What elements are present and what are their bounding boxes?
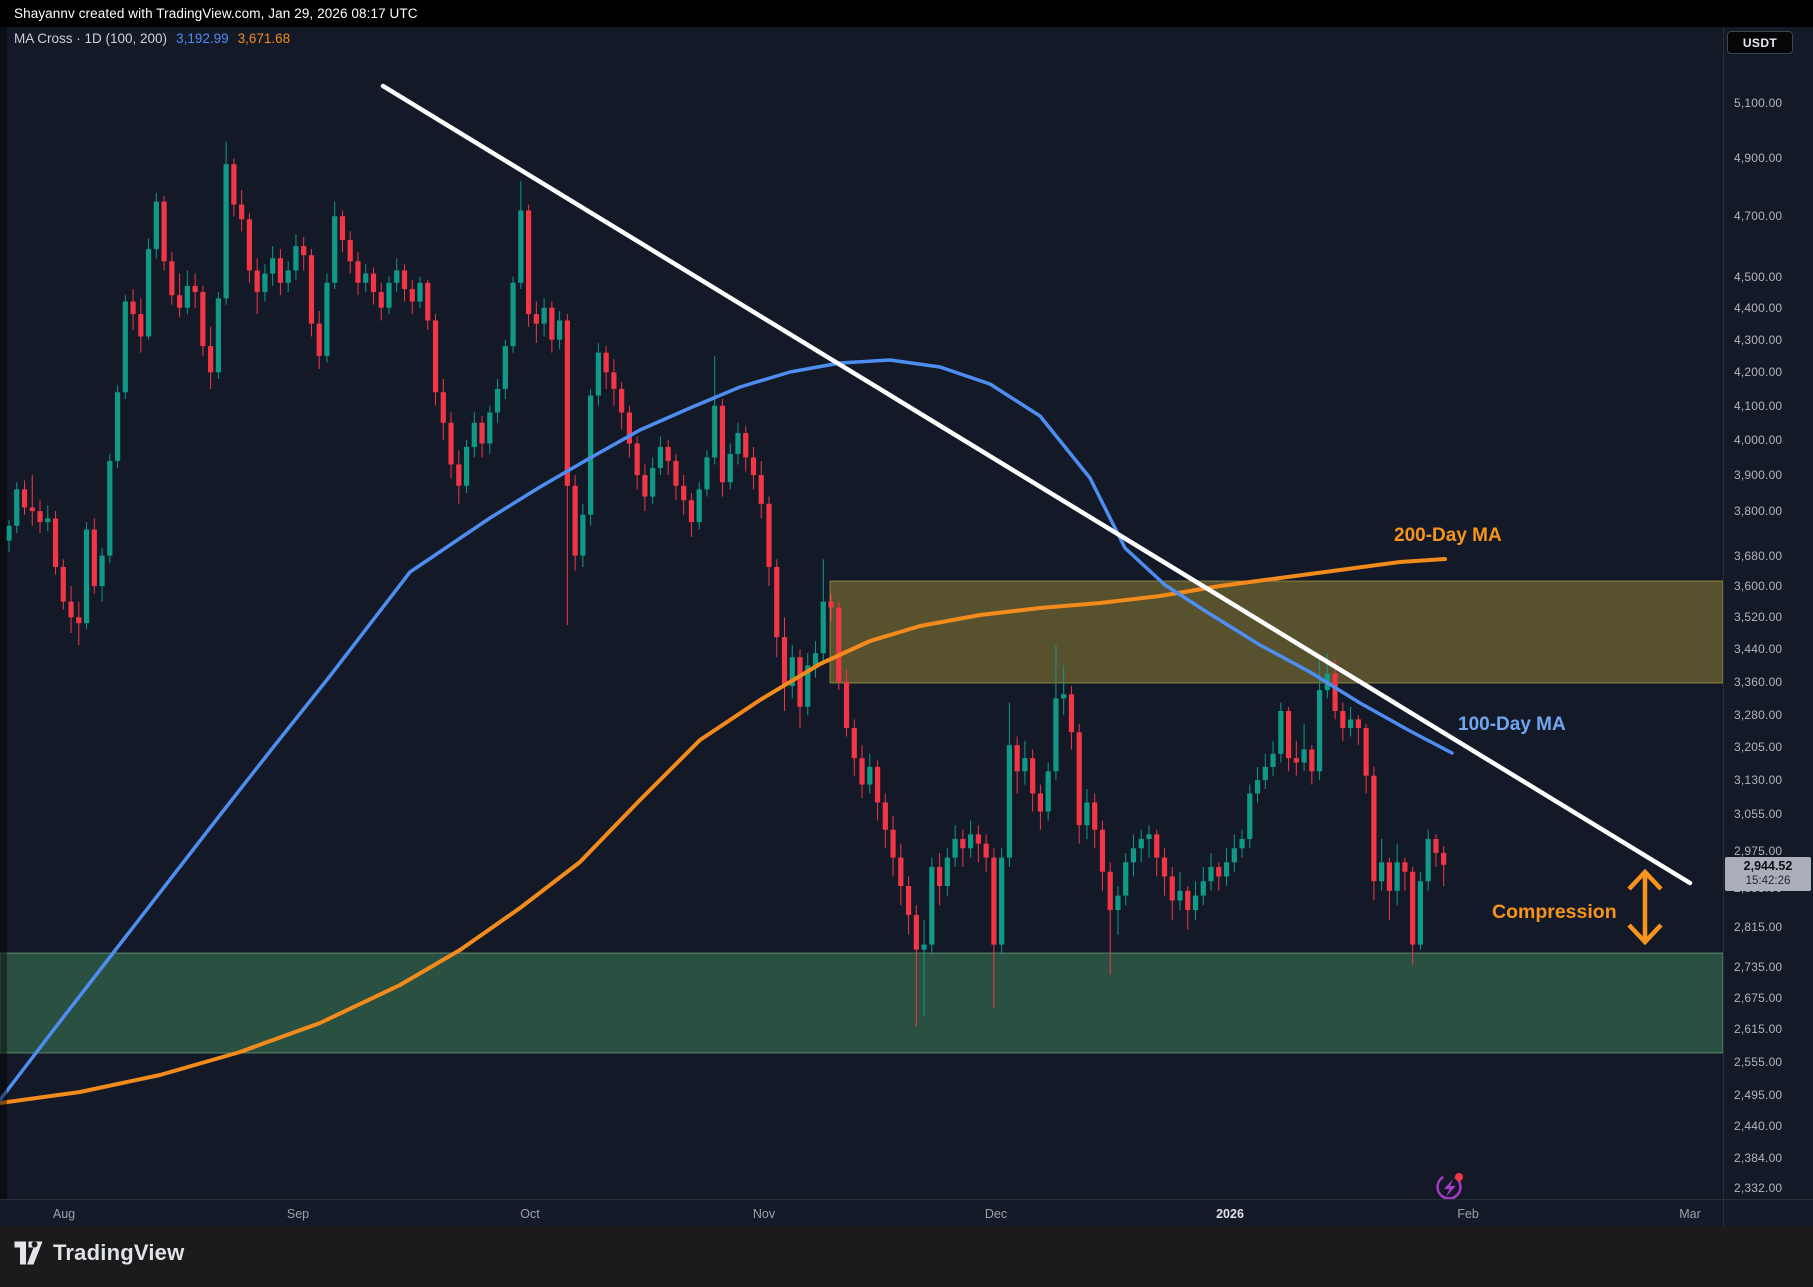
quote-currency-text: USDT	[1742, 35, 1778, 50]
price-tick-label: 3,130.00	[1734, 773, 1783, 788]
current-price-value: 2,944.52	[1743, 858, 1793, 873]
price-tick-label: 4,100.00	[1734, 398, 1783, 413]
price-tick-label: 2,675.00	[1734, 991, 1783, 1006]
price-tick-label: 4,900.00	[1734, 151, 1783, 166]
footer-bar: TradingView	[0, 1226, 1813, 1287]
indicator-legend[interactable]: MA Cross · 1D (100, 200) 3,192.99 3,671.…	[14, 31, 290, 46]
time-tick-label-mar: Mar	[1679, 1206, 1701, 1221]
price-tick-label: 3,680.00	[1734, 548, 1783, 563]
price-tick-label: 2,615.00	[1734, 1022, 1783, 1037]
price-tick-label: 2,975.00	[1734, 843, 1783, 858]
time-tick-label-feb: Feb	[1457, 1206, 1479, 1221]
price-tick-label: 3,280.00	[1734, 708, 1783, 723]
ma200-line[interactable]	[0, 557, 1447, 1105]
compression-annotation-label[interactable]: Compression	[1492, 901, 1617, 923]
ma100-legend-value: 3,192.99	[176, 31, 229, 46]
tradingview-mark-icon	[14, 1241, 43, 1265]
indicator-title: MA Cross · 1D (100, 200)	[14, 31, 168, 46]
price-tick-label: 4,300.00	[1734, 332, 1783, 347]
chart-canvas[interactable]: MA Cross · 1D (100, 200) 3,192.99 3,671.…	[0, 0, 1723, 1199]
time-tick-label-sep: Sep	[286, 1206, 310, 1221]
tradingview-logo[interactable]: TradingView	[13, 1240, 184, 1266]
price-tick-label: 2,495.00	[1734, 1087, 1783, 1102]
price-tick-label: 4,000.00	[1734, 432, 1783, 447]
ma100-line[interactable]	[0, 358, 1454, 1102]
bar-countdown: 15:42:26	[1745, 875, 1791, 888]
quote-currency-badge: USDT	[1727, 31, 1793, 54]
price-tick-label: 2,555.00	[1734, 1054, 1783, 1069]
price-tick-label: 4,400.00	[1734, 300, 1783, 315]
price-tick-label: 3,900.00	[1734, 468, 1783, 483]
attribution-text: Shayannv created with TradingView.com, J…	[14, 6, 418, 21]
axis-corner-divider	[1723, 1200, 1724, 1227]
ma100-annotation-label[interactable]: 100-Day MA	[1458, 714, 1566, 735]
time-tick-label-nov: Nov	[752, 1206, 776, 1221]
demand-zone[interactable]	[0, 952, 1723, 1054]
price-tick-label: 3,440.00	[1734, 642, 1783, 657]
price-tick-label: 4,200.00	[1734, 365, 1783, 380]
price-tick-label: 3,600.00	[1734, 579, 1783, 594]
time-axis[interactable]: Aug Sep Oct Nov Dec 2026 Feb Mar	[0, 1199, 1813, 1227]
price-tick-label: 3,360.00	[1734, 674, 1783, 689]
candlestick-series	[6, 141, 1447, 1027]
price-tick-label: 2,815.00	[1734, 920, 1783, 935]
price-tick-label: 2,332.00	[1734, 1181, 1783, 1196]
time-tick-label-2026: 2026	[1216, 1206, 1244, 1221]
price-tick-label: 2,735.00	[1734, 960, 1783, 975]
price-tick-label: 4,700.00	[1734, 209, 1783, 224]
price-tick-label: 2,384.00	[1734, 1150, 1783, 1165]
price-tick-label: 3,800.00	[1734, 504, 1783, 519]
price-tick-label: 3,520.00	[1734, 610, 1783, 625]
price-tick-label: 4,500.00	[1734, 269, 1783, 284]
tradingview-wordmark: TradingView	[53, 1240, 185, 1265]
price-plot[interactable]	[0, 0, 1723, 1199]
time-tick-label-oct: Oct	[520, 1206, 540, 1221]
flash-icon[interactable]	[1436, 1173, 1464, 1199]
price-axis[interactable]: USDT 5,100.00 4,900.00 4,700.00 4,500.00 4,4…	[1723, 0, 1813, 1199]
ma200-legend-value: 3,671.68	[237, 31, 291, 46]
price-tick-label: 3,055.00	[1734, 806, 1783, 821]
time-tick-label-aug: Aug	[52, 1206, 76, 1221]
current-price-badge: 2,944.52 15:42:26	[1725, 856, 1811, 891]
price-tick-label: 3,205.00	[1734, 740, 1783, 755]
descending-trendline[interactable]	[380, 83, 1693, 886]
price-tick-label: 5,100.00	[1734, 96, 1783, 110]
attribution-bar: Shayannv created with TradingView.com, J…	[0, 0, 1813, 27]
time-tick-label-dec: Dec	[984, 1206, 1008, 1221]
ma200-annotation-label[interactable]: 200-Day MA	[1394, 525, 1502, 546]
compression-arrow[interactable]	[1627, 868, 1663, 946]
price-tick-label: 2,440.00	[1734, 1118, 1783, 1133]
left-edge-shade	[0, 27, 7, 1199]
